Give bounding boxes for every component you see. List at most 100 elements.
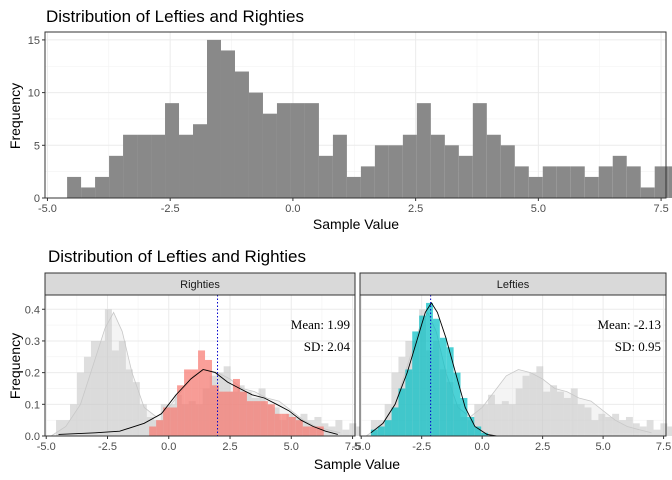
righties-histogram-bar — [232, 378, 240, 436]
righties-histogram-bar — [177, 385, 185, 436]
righties-background-bar — [139, 404, 147, 436]
lefties-background-bar — [639, 426, 647, 436]
lefties-background-bar — [508, 404, 516, 436]
lefties-histogram-bar — [384, 420, 392, 436]
lefties-background-bar — [515, 388, 523, 436]
righties-histogram-bar — [198, 350, 206, 436]
histogram-bar — [402, 134, 417, 198]
righties-background-bar — [300, 413, 308, 436]
righties-y-tick-label: 0.0 — [25, 431, 40, 443]
lefties-background-bar — [577, 404, 585, 436]
righties-background-bar — [335, 420, 343, 436]
histogram-bar — [640, 187, 655, 198]
lefties-histogram-bar — [474, 426, 482, 436]
lefties-histogram-bar — [453, 372, 461, 436]
righties-background-bar — [63, 420, 70, 436]
lefties-panel: Lefties -5.0 -2.5 0.0 2.5 5.0 7.5 Mean: -2.13 SD… — [352, 272, 672, 453]
lefties-background-bar — [481, 404, 489, 436]
lefties-background-bar — [605, 416, 613, 436]
lefties-background-bar — [501, 401, 509, 436]
histogram-bar — [165, 103, 180, 198]
histogram-bar — [234, 71, 249, 198]
histogram-bar — [528, 176, 543, 198]
righties-x-tick-label: 5.0 — [284, 441, 299, 453]
righties-histogram-bar — [170, 407, 178, 436]
righties-histogram-bar — [149, 426, 157, 436]
histogram-bar — [67, 176, 82, 198]
righties-panel: Righties -5.0 -2.5 0.0 2.5 5.0 7.5 0.0 0.1 0.2 0.3… — [25, 272, 455, 453]
histogram-bar — [626, 166, 641, 198]
histogram-bar — [486, 134, 501, 198]
histogram-bar — [193, 124, 207, 198]
righties-histogram-bar — [274, 413, 282, 436]
righties-sd-annotation: SD: 2.04 — [304, 339, 351, 354]
lefties-histogram-bar — [419, 315, 427, 436]
lefties-histogram-bar — [446, 347, 454, 436]
lefties-histogram-bar — [412, 331, 420, 436]
histogram-bar — [556, 166, 571, 198]
righties-histogram-bar — [184, 369, 192, 436]
histogram-bar — [654, 166, 669, 198]
lefties-background-bar — [370, 420, 378, 436]
histogram-bar — [374, 145, 389, 198]
righties-histogram-bar — [309, 426, 317, 436]
lefties-background-bar — [536, 366, 544, 436]
righties-y-tick-label: 0.2 — [25, 368, 40, 380]
histogram-bar — [584, 176, 599, 198]
righties-background-bar — [111, 350, 119, 436]
histogram-bar — [570, 166, 585, 198]
righties-histogram-bar — [156, 420, 164, 436]
righties-y-tick-label: 0.1 — [25, 399, 40, 411]
histogram-bar — [430, 134, 445, 198]
righties-histogram-bar — [288, 416, 296, 436]
lefties-background-bar — [384, 404, 392, 436]
lefties-background-bar — [598, 413, 606, 436]
lefties-background-bar — [591, 420, 599, 436]
top-x-tick-label: 5.0 — [531, 203, 546, 215]
lefties-histogram-bar — [398, 388, 406, 436]
lefties-background-bar — [550, 385, 558, 436]
lefties-histogram-bar — [426, 302, 433, 436]
lefties-x-tick-label: 7.5 — [656, 441, 671, 453]
histogram-bar — [81, 187, 96, 198]
top-y-tick-label: 15 — [28, 35, 40, 47]
top-x-tick-label: -2.5 — [161, 203, 180, 215]
lefties-histogram-bar — [370, 429, 378, 436]
righties-x-tick-label: -5.0 — [37, 441, 56, 453]
histogram-bar — [332, 134, 347, 198]
top-y-tick-label: 0 — [34, 193, 40, 205]
histogram-bar — [472, 103, 487, 198]
righties-background-bar — [104, 309, 112, 436]
righties-histogram-bar — [225, 391, 233, 436]
histogram-bar — [346, 176, 361, 198]
righties-density-curve — [58, 369, 338, 435]
lefties-background-bar — [660, 423, 668, 436]
righties-histogram-bar — [253, 401, 261, 436]
righties-histogram-bar — [205, 359, 213, 436]
lefties-background-bar — [667, 426, 672, 436]
righties-histogram-bar — [267, 404, 275, 436]
histogram-bar — [276, 103, 291, 198]
histogram-bar — [668, 166, 672, 198]
top-x-tick-label: 0.0 — [285, 203, 300, 215]
top-y-axis-label: Frequency — [7, 83, 23, 149]
lefties-background-bar — [494, 404, 502, 436]
histogram-bar — [262, 113, 277, 198]
lefties-x-tick-label: -2.5 — [412, 441, 431, 453]
righties-histogram-bar — [239, 391, 247, 436]
histogram-bar — [598, 166, 613, 198]
histogram-bar — [318, 155, 333, 198]
lefties-background-bar — [570, 388, 578, 436]
top-chart-title: Distribution of Lefties and Righties — [46, 7, 304, 26]
lefties-background-bar — [474, 404, 482, 436]
righties-background-bar — [349, 423, 357, 436]
top-plot-area: -5.0 -2.5 0.0 2.5 5.0 7.5 0 5 10 15 — [28, 31, 672, 215]
lefties-histogram-bar — [439, 337, 447, 436]
histogram-bar — [542, 166, 557, 198]
lefties-histogram-bar — [467, 416, 475, 436]
histogram-bar — [123, 134, 138, 198]
righties-background-bar — [118, 340, 126, 436]
righties-background-bar — [342, 429, 350, 436]
lefties-histogram-bar — [432, 318, 440, 436]
